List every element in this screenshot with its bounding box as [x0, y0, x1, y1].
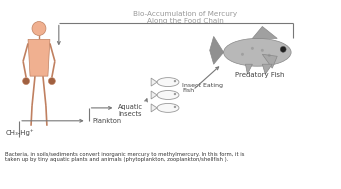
- Circle shape: [48, 78, 55, 84]
- Circle shape: [174, 93, 176, 95]
- Polygon shape: [210, 36, 224, 64]
- Polygon shape: [252, 26, 277, 38]
- Polygon shape: [262, 64, 272, 74]
- Circle shape: [251, 47, 254, 50]
- Circle shape: [241, 53, 244, 56]
- Text: Aquatic
Insects: Aquatic Insects: [118, 104, 143, 117]
- Text: Bio-Accumulation of Mercury
Along the Food Chain: Bio-Accumulation of Mercury Along the Fo…: [133, 11, 237, 24]
- Circle shape: [268, 54, 271, 57]
- Ellipse shape: [157, 91, 179, 99]
- Polygon shape: [246, 64, 252, 74]
- Text: Bacteria, in soils/sediments convert inorganic mercury to methylmercury. In this: Bacteria, in soils/sediments convert ino…: [5, 152, 245, 162]
- Polygon shape: [151, 104, 157, 112]
- Polygon shape: [28, 40, 50, 76]
- Ellipse shape: [224, 38, 291, 66]
- Circle shape: [174, 106, 176, 108]
- Text: Insect Eating
Fish: Insect Eating Fish: [182, 83, 223, 93]
- Ellipse shape: [157, 103, 179, 112]
- Ellipse shape: [157, 78, 179, 87]
- Text: Predatory Fish: Predatory Fish: [235, 72, 284, 78]
- Circle shape: [174, 80, 176, 82]
- Circle shape: [280, 46, 286, 52]
- Circle shape: [261, 49, 264, 52]
- Polygon shape: [151, 91, 157, 99]
- Polygon shape: [262, 54, 277, 68]
- Text: CH₃-Hg⁺: CH₃-Hg⁺: [5, 129, 34, 136]
- Text: Plankton: Plankton: [92, 118, 122, 124]
- Polygon shape: [151, 78, 157, 86]
- Circle shape: [32, 22, 46, 35]
- Circle shape: [23, 78, 30, 84]
